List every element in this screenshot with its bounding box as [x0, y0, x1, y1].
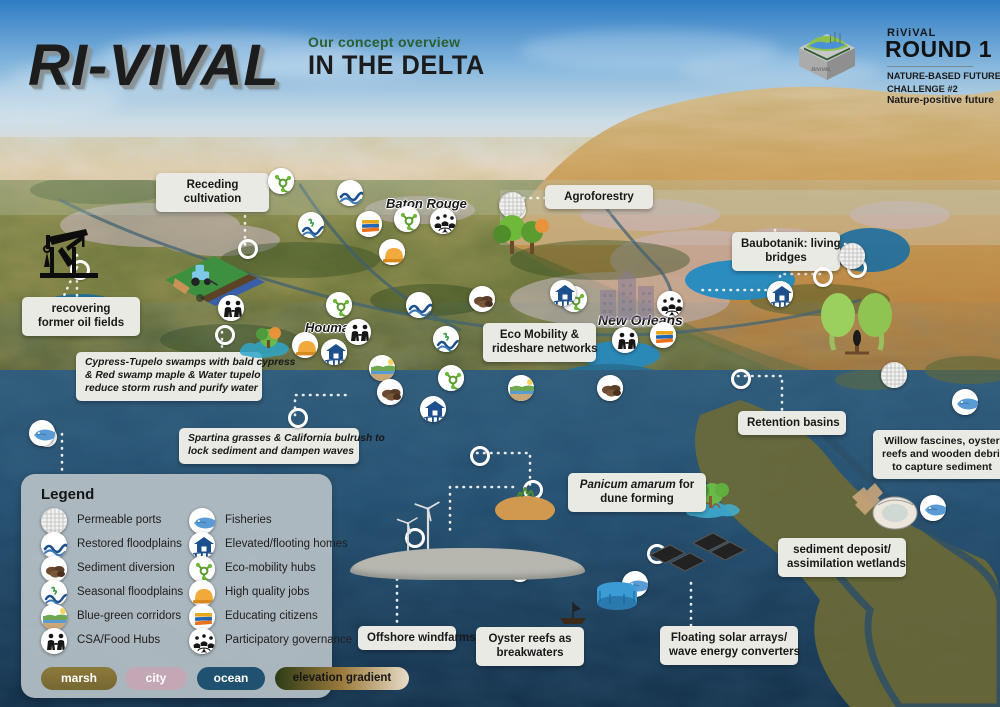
- svg-text:RiViVAL: RiViVAL: [811, 67, 833, 73]
